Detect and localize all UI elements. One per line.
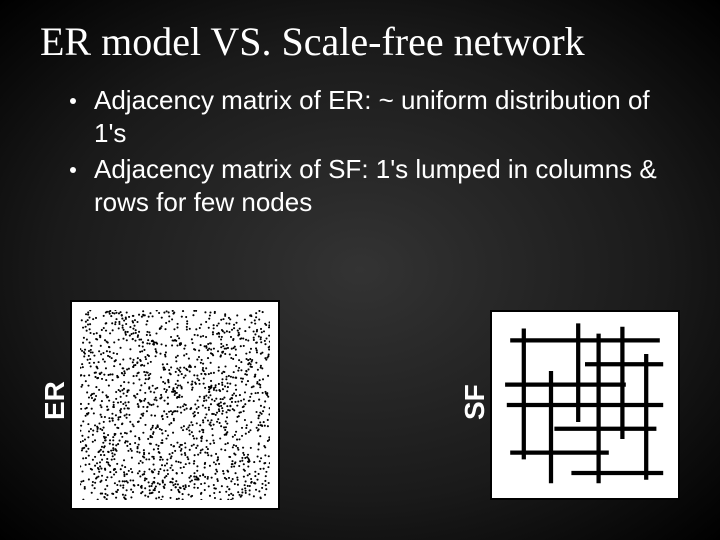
sf-figure: SF: [460, 310, 680, 500]
figures-row: ER SF: [40, 300, 680, 510]
slide-title: ER model VS. Scale-free network: [40, 20, 680, 64]
sf-label: SF: [459, 390, 491, 420]
bullet-icon: [70, 167, 76, 173]
bullet-icon: [70, 98, 76, 104]
er-figure: ER: [40, 300, 280, 510]
sf-matrix-svg: [500, 320, 670, 490]
bullet-text: Adjacency matrix of ER: ~ uniform distri…: [94, 84, 680, 149]
er-matrix-svg: [80, 310, 270, 500]
er-label: ER: [39, 390, 71, 420]
sf-matrix: [490, 310, 680, 500]
list-item: Adjacency matrix of SF: 1's lumped in co…: [70, 153, 680, 218]
er-matrix: [70, 300, 280, 510]
slide: ER model VS. Scale-free network Adjacenc…: [0, 0, 720, 540]
list-item: Adjacency matrix of ER: ~ uniform distri…: [70, 84, 680, 149]
bullet-text: Adjacency matrix of SF: 1's lumped in co…: [94, 153, 680, 218]
bullet-list: Adjacency matrix of ER: ~ uniform distri…: [70, 84, 680, 218]
